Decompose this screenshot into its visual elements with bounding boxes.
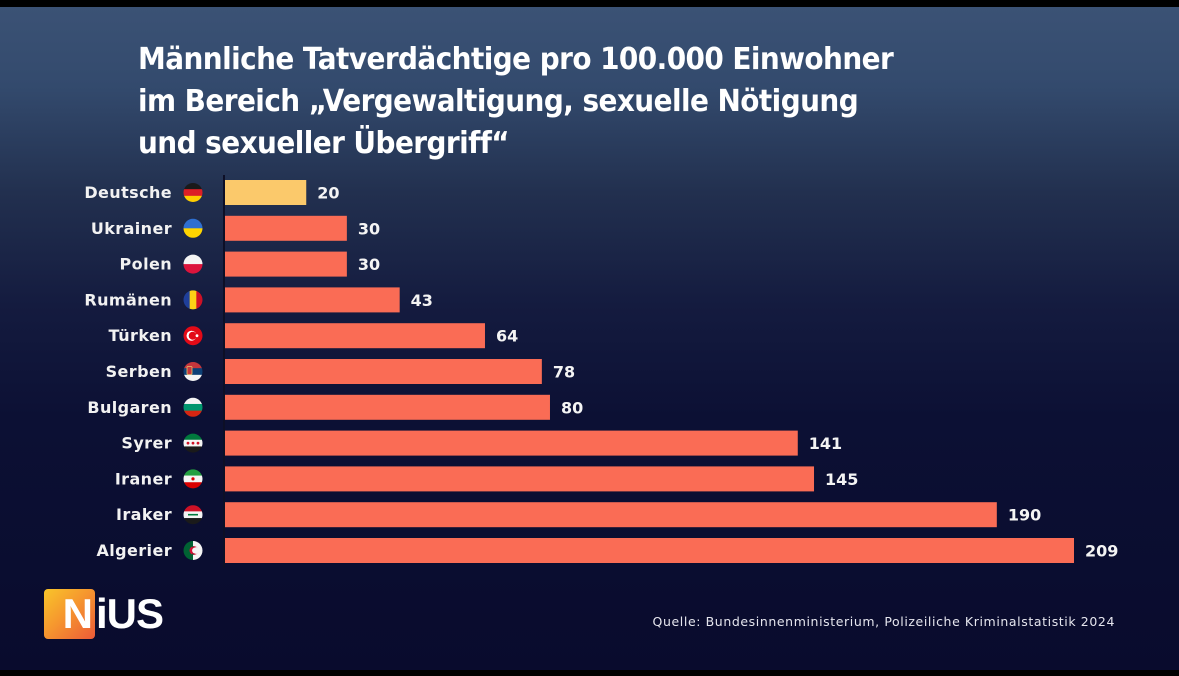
bar: [225, 251, 347, 277]
bar: [225, 287, 400, 313]
infographic: Männliche Tatverdächtige pro 100.000 Ein…: [0, 7, 1179, 670]
logo-box: N: [44, 589, 95, 639]
chart-title: Männliche Tatverdächtige pro 100.000 Ein…: [138, 39, 1068, 165]
value-label: 30: [358, 219, 380, 238]
bar-row-deutsche: Deutsche 20: [84, 180, 340, 205]
bar-row-syrer: Syrer 141: [121, 430, 842, 456]
iraq-flag-icon: [183, 505, 203, 525]
bar-row-rumänen: Rumänen 43: [84, 287, 433, 313]
category-label: Serben: [106, 362, 172, 381]
value-label: 43: [411, 291, 433, 310]
category-label: Türken: [108, 326, 172, 345]
category-label: Algerier: [97, 541, 173, 560]
source-note: Quelle: Bundesinnenministerium, Polizeil…: [652, 614, 1115, 629]
value-label: 64: [496, 327, 518, 346]
value-label: 80: [561, 398, 583, 417]
ukraine-flag-icon: [183, 218, 203, 238]
title-line-1: Männliche Tatverdächtige pro 100.000 Ein…: [138, 42, 894, 77]
category-label: Deutsche: [84, 183, 172, 202]
bar: [225, 323, 485, 349]
bar: [225, 430, 798, 456]
category-label: Iraner: [115, 469, 172, 488]
logo-text: iUS: [96, 590, 164, 637]
category-label: Syrer: [121, 434, 172, 453]
algeria-flag-icon: [183, 541, 203, 560]
bulgaria-flag-icon: [183, 397, 203, 417]
bar: [225, 180, 307, 205]
bar-chart: Deutsche 20 Ukrainer 30 Polen 30 Rumänen 43 Türk…: [84, 175, 1118, 568]
title-line-3: und sexueller Übergriff“: [138, 126, 510, 161]
bar-row-bulgaren: Bulgaren 80: [87, 394, 583, 420]
bar-row-ukrainer: Ukrainer 30: [91, 215, 380, 241]
title-line-2: im Bereich „Vergewaltigung, sexuelle Nöt…: [138, 84, 859, 119]
bar: [225, 215, 347, 241]
value-label: 209: [1085, 542, 1118, 561]
nius-logo: N iUS: [44, 589, 164, 639]
bar-row-iraner: Iraner 145: [115, 466, 858, 492]
poland-flag-icon: [183, 254, 203, 274]
romania-flag-icon: [183, 290, 203, 310]
turkey-flag-icon: [183, 326, 203, 346]
category-label: Iraker: [116, 505, 172, 524]
category-label: Rumänen: [84, 290, 172, 309]
syria-flag-icon: [183, 433, 203, 453]
value-label: 78: [553, 363, 575, 382]
germany-flag-icon: [183, 183, 203, 202]
bar: [225, 394, 550, 420]
bar: [225, 502, 997, 528]
bar-row-türken: Türken 64: [108, 323, 518, 349]
bar: [225, 538, 1074, 563]
bar: [225, 466, 815, 492]
iran-flag-icon: [183, 469, 203, 489]
value-label: 141: [809, 434, 842, 453]
serbia-flag-icon: [183, 362, 203, 381]
bar-row-algerier: Algerier 209: [97, 538, 1118, 563]
value-label: 190: [1008, 506, 1041, 525]
category-label: Polen: [120, 255, 172, 274]
value-label: 30: [358, 255, 380, 274]
bar-row-serben: Serben 78: [106, 359, 575, 384]
bar-row-polen: Polen 30: [120, 251, 380, 277]
value-label: 145: [825, 470, 858, 489]
bar-row-iraker: Iraker 190: [116, 502, 1041, 528]
value-label: 20: [317, 184, 339, 203]
category-label: Bulgaren: [87, 398, 172, 417]
bar: [225, 359, 542, 384]
category-label: Ukrainer: [91, 219, 172, 238]
